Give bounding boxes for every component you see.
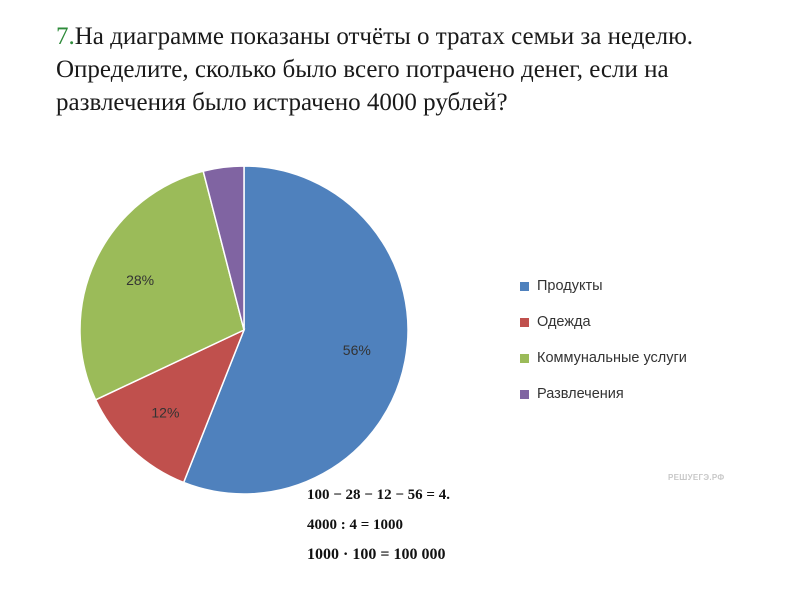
pie-slice-clothing — [94, 328, 246, 484]
legend-item-clothing: Одежда — [520, 304, 687, 340]
pie-label-products: 56% — [343, 342, 371, 358]
watermark-text: РЕШУЕГЭ.РФ — [668, 473, 725, 482]
solution-line-2: 4000 : 4 = 1000 — [307, 517, 404, 533]
solution-line-1: 100 − 28 − 12 − 56 = 4. — [307, 487, 450, 503]
solution-block: 100 − 28 − 12 − 56 = 4. 4000 : 4 = 1000 … — [307, 484, 450, 574]
legend-label-clothing: Одежда — [537, 314, 591, 330]
legend-label-utilities: Коммунальные услуги — [537, 350, 687, 366]
solution-line-3: 1000 · 100 = 100 000 — [307, 546, 446, 563]
legend-item-entertainment: Развлечения — [520, 376, 687, 412]
pie-slice-products — [182, 165, 409, 495]
legend-swatch-utilities — [520, 353, 529, 363]
legend-label-entertainment: Развлечения — [537, 386, 624, 402]
legend-swatch-entertainment — [520, 389, 529, 399]
question-text: 7.На диаграмме показаны отчёты о тратах … — [56, 20, 776, 119]
legend-swatch-products — [520, 281, 529, 291]
legend-item-products: Продукты — [520, 268, 687, 304]
legend-label-products: Продукты — [537, 278, 603, 294]
chart-legend: Продукты Одежда Коммунальные услуги Разв… — [520, 268, 687, 412]
question-number: 7. — [56, 23, 75, 50]
pie-slice-entertainment — [202, 165, 245, 331]
pie-label-utilities: 28% — [126, 272, 154, 288]
pie-slice-utilities — [79, 170, 245, 401]
legend-item-utilities: Коммунальные услуги — [520, 340, 687, 376]
pie-label-clothing: 12% — [151, 404, 179, 420]
question-body: На диаграмме показаны отчёты о тратах се… — [56, 23, 693, 116]
legend-swatch-clothing — [520, 317, 529, 327]
